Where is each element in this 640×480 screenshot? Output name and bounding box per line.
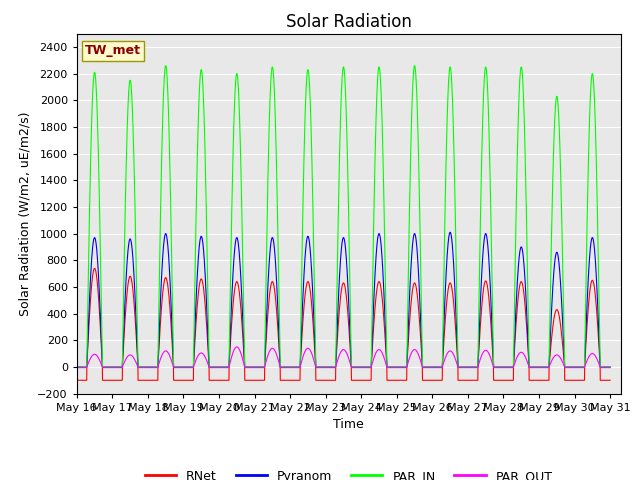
X-axis label: Time: Time bbox=[333, 418, 364, 431]
PAR_OUT bbox=[325, 365, 333, 371]
RNet bbox=[478, 304, 486, 310]
PAR_OUT bbox=[478, 352, 486, 358]
Pyranom bbox=[606, 364, 614, 370]
PAR_OUT bbox=[233, 344, 241, 350]
RNet bbox=[606, 377, 614, 383]
Pyranom bbox=[478, 270, 486, 276]
Legend: RNet, Pyranom, PAR_IN, PAR_OUT: RNet, Pyranom, PAR_IN, PAR_OUT bbox=[140, 465, 557, 480]
RNet bbox=[325, 377, 333, 383]
RNet bbox=[577, 377, 585, 383]
PAR_IN bbox=[584, 187, 591, 193]
Y-axis label: Solar Radiation (W/m2, uE/m2/s): Solar Radiation (W/m2, uE/m2/s) bbox=[19, 111, 32, 316]
Text: TW_met: TW_met bbox=[85, 44, 141, 58]
PAR_IN bbox=[254, 364, 262, 370]
PAR_IN bbox=[73, 364, 81, 370]
PAR_IN bbox=[577, 364, 585, 370]
Pyranom bbox=[463, 364, 470, 370]
Pyranom bbox=[325, 364, 333, 370]
Pyranom bbox=[254, 364, 262, 370]
Pyranom bbox=[577, 364, 585, 370]
PAR_IN bbox=[463, 364, 470, 370]
PAR_IN bbox=[325, 364, 333, 370]
Pyranom bbox=[584, 286, 591, 292]
PAR_OUT bbox=[584, 356, 591, 362]
Pyranom bbox=[446, 229, 454, 235]
PAR_OUT bbox=[254, 365, 262, 371]
Line: Pyranom: Pyranom bbox=[77, 232, 610, 367]
Line: PAR_IN: PAR_IN bbox=[77, 66, 610, 367]
RNet bbox=[91, 265, 99, 271]
PAR_OUT bbox=[463, 365, 470, 371]
PAR_IN bbox=[162, 63, 170, 69]
PAR_OUT bbox=[606, 365, 614, 371]
RNet bbox=[463, 377, 470, 383]
Line: RNet: RNet bbox=[77, 268, 610, 380]
Pyranom bbox=[73, 364, 81, 370]
PAR_IN bbox=[478, 153, 486, 159]
RNet bbox=[584, 312, 591, 317]
Title: Solar Radiation: Solar Radiation bbox=[286, 12, 412, 31]
PAR_IN bbox=[606, 364, 614, 370]
RNet bbox=[73, 377, 81, 383]
RNet bbox=[254, 377, 262, 383]
Line: PAR_OUT: PAR_OUT bbox=[77, 347, 610, 368]
PAR_OUT bbox=[73, 365, 81, 371]
PAR_OUT bbox=[577, 365, 585, 371]
